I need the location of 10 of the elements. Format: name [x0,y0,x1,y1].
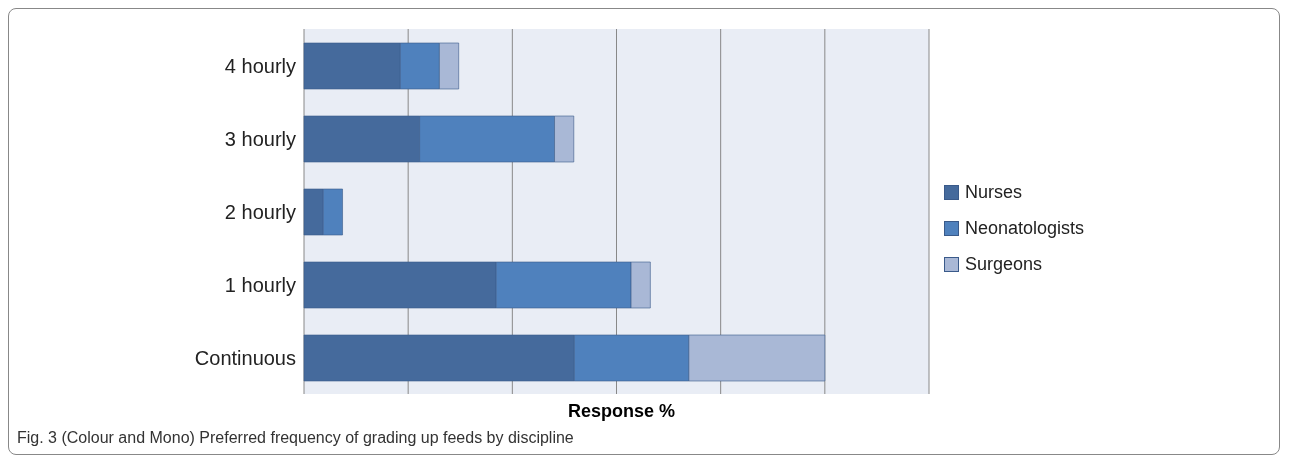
legend-label: Neonatologists [965,217,1085,239]
x-axis-title: Response % [566,401,676,422]
y-tick-label: 3 hourly [224,127,296,150]
y-tick-label: Continuous [194,346,296,369]
legend-label: Nurses [965,181,1023,203]
caption: Fig. 3 (Colour and Mono) Preferred frequency of grading up feeds by discipline [17,429,574,447]
y-tick-label: 4 hourly [224,54,296,77]
y-tick-label: 2 hourly [224,200,296,223]
legend-label: Surgeons [965,253,1043,275]
y-tick-label: 1 hourly [224,273,296,296]
